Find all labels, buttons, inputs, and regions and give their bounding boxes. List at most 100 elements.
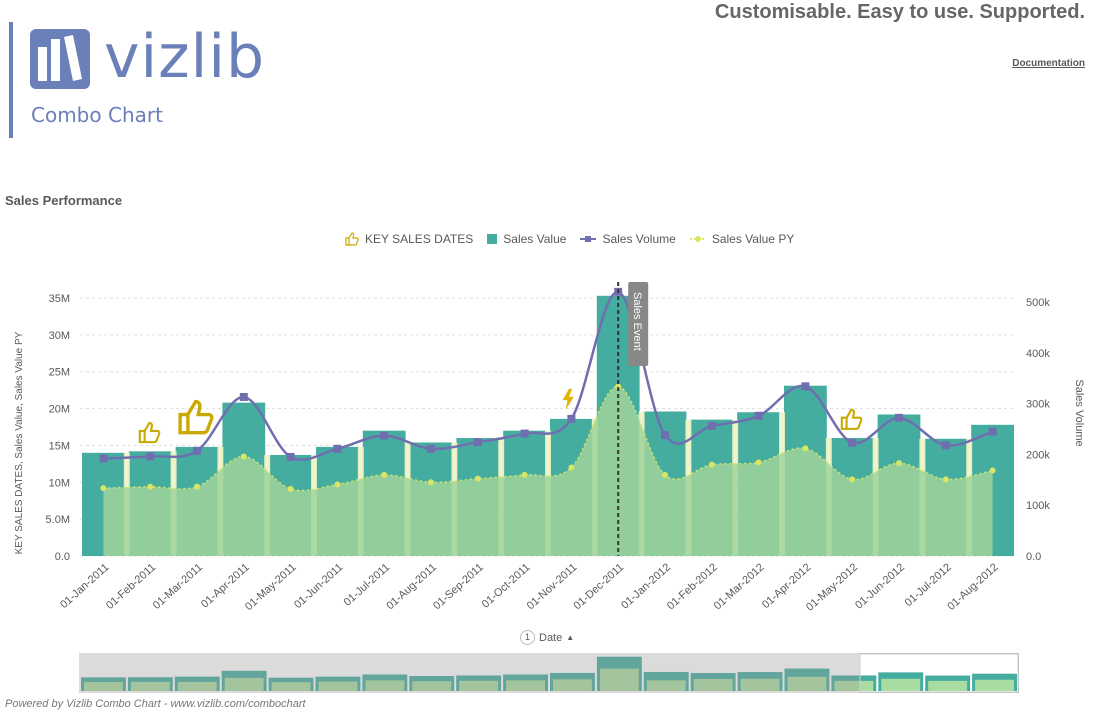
mini-py-bar [740,678,780,691]
thumbs-up-icon [345,232,359,246]
sales-volume-point [473,438,482,447]
sales-volume-point [333,444,342,453]
y-tick-left: 10M [49,477,70,489]
legend-label: KEY SALES DATES [365,232,474,246]
y-tick-right: 200k [1026,449,1050,461]
mini-py-bar [412,681,452,691]
legend-item-sales-volume[interactable]: Sales Volume [580,232,676,246]
x-tick-label: 01-Aug-2012 [945,561,1000,612]
mini-py-bar [177,681,217,691]
sales-value-py-point [147,483,154,490]
documentation-link[interactable]: Documentation [1012,58,1085,69]
sales-value-py-area [103,386,993,556]
legend-label: Sales Value [503,232,567,246]
reference-line-label-box [628,282,649,366]
product-subtitle: Combo Chart [31,103,163,127]
range-scrollbar[interactable] [79,653,1019,693]
mini-py-bar [553,679,592,691]
x-tick-label: 01-Mar-2011 [151,561,205,612]
line-square-swatch [580,236,597,242]
thumbs-up-shape [840,408,863,430]
y-tick-left: 0.0 [55,551,70,563]
legend-label: Sales Volume [602,232,676,246]
mini-py-bar [459,680,499,691]
mini-py-bar [365,680,405,691]
chart-title: Sales Performance [5,193,123,208]
sales-volume-point [754,411,763,420]
x-tick-label: 01-Jun-2012 [853,561,907,611]
sales-value-py-point [708,461,715,468]
chart-legend: KEY SALES DATES Sales Value Sales Volume… [345,232,794,246]
sales-value-py-point [615,383,622,390]
mini-py-bar [599,668,639,691]
y-tick-left: 15M [49,440,70,452]
thumbs-up-icon [138,421,161,444]
thumbs-up-icon [840,408,863,430]
sales-value-py-point [100,485,107,492]
x-tick-label: 01-Aug-2011 [384,561,439,612]
mini-range-shade [80,654,860,692]
y-tick-right: 300k [1026,399,1050,411]
brand-name: vizlib [104,22,266,92]
x-tick-label: 01-Feb-2012 [665,561,720,612]
thumbs-up-shape [178,399,214,435]
x-tick-label: 01-Feb-2011 [104,561,158,612]
tagline: Customisable. Easy to use. Supported. [714,1,1085,23]
mini-py-bar [506,680,545,691]
sales-volume-point [801,382,810,391]
sort-ascending-icon: ▲ [566,633,575,642]
vizlib-logo-icon [30,29,90,89]
x-tick-label: 01-Nov-2011 [525,561,580,612]
mini-py-bar [787,676,827,691]
y-tick-right: 0.0 [1026,551,1041,563]
square-swatch [487,234,498,244]
sales-volume-point [286,452,295,461]
y-tick-right: 500k [1026,297,1050,309]
date-dimension-sort[interactable]: 1 Date ▲ [520,630,574,645]
sales-value-py-point [755,459,762,466]
sales-value-py-point [474,475,481,482]
sales-volume-point [941,441,950,450]
sales-volume-point [848,438,857,447]
legend-item-sales-value[interactable]: Sales Value [487,232,566,246]
sort-order-badge: 1 [520,630,535,645]
legend-item-sales-value-py[interactable]: Sales Value PY [689,232,794,246]
sales-value-py-point [521,471,528,478]
sales-volume-point [661,431,669,440]
sales-value-py-point [334,481,341,488]
mini-py-bar [881,678,921,691]
x-tick-label: 01-Sep-2011 [431,561,486,612]
mini-range-window [859,653,1019,693]
sales-value-py-point [896,460,902,467]
mini-py-bar [834,680,874,691]
x-tick-label: 01-Dec-2011 [572,561,627,612]
sales-volume-point [520,429,529,438]
mini-py-bar [318,681,358,691]
x-tick-label: 01-May-2011 [243,561,299,613]
mini-py-bar [130,681,170,691]
sales-value-py-point [849,476,856,483]
sales-volume-point [427,444,435,453]
y-tick-left: 35M [49,293,70,305]
y-tick-right: 100k [1026,500,1050,512]
thumbs-up-shape [138,421,161,444]
sales-value-py-point [381,471,388,478]
sales-volume-point [380,431,389,440]
sales-value-py-point [568,464,575,471]
x-tick-label: 01-Jun-2011 [292,561,345,611]
dotted-line-swatch [689,236,706,242]
reference-line-label: Sales Event [631,292,643,351]
sales-value-py-point [240,453,247,460]
mini-py-bar [693,678,733,691]
mini-py-bar [84,682,123,691]
lightning-icon [562,388,574,410]
y-tick-left: 25M [49,367,70,379]
combo-chart[interactable]: 0.0 5.0M 10M 15M 20M 25M 30M 35M 0.0 100k 200k 300k… [0,270,1102,640]
mini-py-bar [928,680,968,691]
lightning-shape [562,388,574,410]
y-tick-left: 5.0M [46,514,70,526]
sales-value-py-point [428,479,434,486]
sales-value-py-point [287,485,294,492]
legend-item-key-sales-dates[interactable]: KEY SALES DATES [345,232,473,246]
sales-volume-point [146,452,155,461]
